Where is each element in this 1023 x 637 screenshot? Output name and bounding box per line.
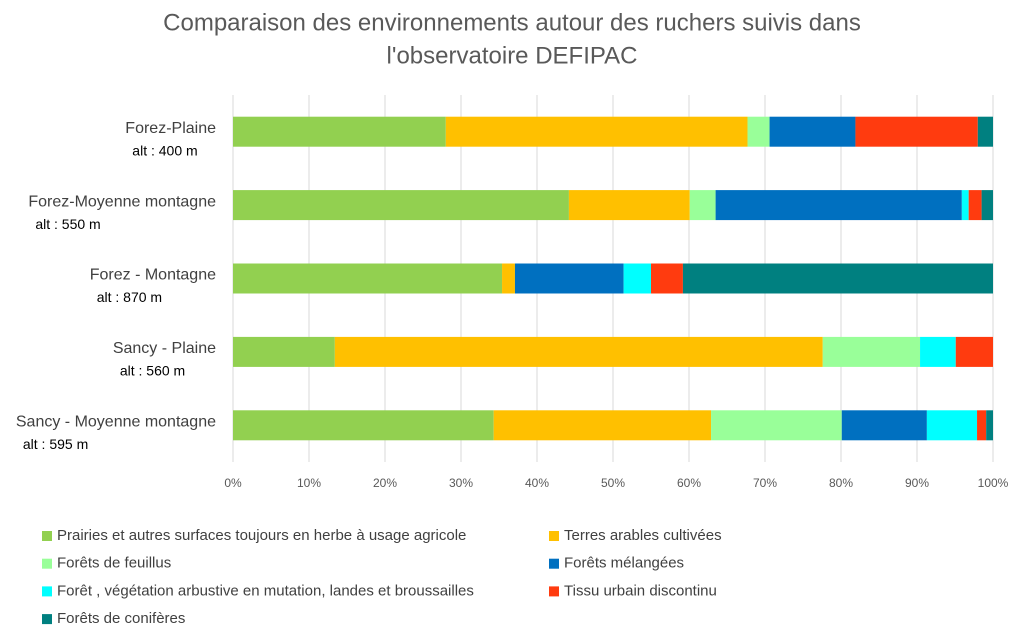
y-tick-label: Forez - Montagne [90, 267, 216, 284]
y-tick-label: Sancy - Moyenne montagne [16, 414, 216, 431]
bar-segment [233, 410, 494, 441]
x-tick-label: 10% [297, 476, 321, 490]
bar-segment [769, 116, 856, 147]
x-tick-label: 30% [449, 476, 473, 490]
bar-segment [514, 263, 624, 294]
bar-segment [689, 190, 716, 221]
y-tick-sublabel: alt : 400 m [132, 142, 197, 158]
bar-segment [986, 410, 993, 441]
bar-segment [233, 116, 446, 147]
legend-label: Forêt , végétation arbustive en mutation… [57, 582, 474, 599]
x-tick-label: 100% [978, 476, 1009, 490]
y-tick-label: Forez-Plaine [125, 120, 216, 137]
x-tick-label: 70% [753, 476, 777, 490]
bar-segment [955, 336, 993, 367]
bar-segment [747, 116, 770, 147]
chart-title: Comparaison des environnements autour de… [163, 9, 861, 36]
legend-swatch [42, 558, 52, 569]
bar-segment [493, 410, 712, 441]
legend-swatch [42, 586, 52, 597]
bar-segment [334, 336, 823, 367]
bar-segment [502, 263, 515, 294]
y-tick-sublabel: alt : 550 m [35, 216, 100, 232]
legend-swatch [549, 558, 559, 569]
bar-segment [977, 116, 993, 147]
legend-label: Forêts mélangées [564, 555, 684, 572]
x-tick-label: 90% [905, 476, 929, 490]
bar-segment [715, 190, 962, 221]
x-tick-label: 80% [829, 476, 853, 490]
bar-segment [968, 190, 982, 221]
legend-swatch [549, 586, 559, 597]
bar-segment [233, 263, 503, 294]
bar-segment [961, 190, 969, 221]
x-tick-label: 50% [601, 476, 625, 490]
legend-swatch [549, 531, 559, 541]
x-tick-label: 0% [224, 476, 242, 490]
legend-label: Forêts de conifères [57, 610, 185, 627]
y-tick-label: Forez-Moyenne montagne [28, 193, 216, 210]
legend-label: Tissu urbain discontinu [564, 582, 717, 599]
bar-segment [623, 263, 651, 294]
bar-segment [977, 410, 987, 441]
legend-label: Forêts de feuillus [57, 555, 171, 572]
bar-segment [233, 190, 569, 221]
y-tick-sublabel: alt : 595 m [23, 436, 88, 452]
bar-segment [682, 263, 993, 294]
chart-title: l'observatoire DEFIPAC [387, 42, 638, 69]
bar-segment [920, 336, 956, 367]
bar-segment [568, 190, 690, 221]
bar-segment [822, 336, 921, 367]
y-tick-sublabel: alt : 870 m [97, 289, 162, 305]
legend-swatch [42, 531, 52, 541]
bar-segment [981, 190, 993, 221]
y-tick-label: Sancy - Plaine [113, 340, 216, 357]
legend-label: Terres arables cultivées [564, 527, 722, 544]
legend-label: Prairies et autres surfaces toujours en … [57, 527, 466, 544]
y-tick-sublabel: alt : 560 m [120, 363, 185, 379]
bar-segment [233, 336, 335, 367]
x-tick-label: 40% [525, 476, 549, 490]
bar-segment [926, 410, 978, 441]
bar-segment [841, 410, 927, 441]
legend-swatch [42, 614, 52, 625]
x-tick-label: 60% [677, 476, 701, 490]
bar-segment [445, 116, 748, 147]
bar-segment [651, 263, 683, 294]
bar-segment [711, 410, 842, 441]
x-tick-label: 20% [373, 476, 397, 490]
bar-segment [855, 116, 978, 147]
